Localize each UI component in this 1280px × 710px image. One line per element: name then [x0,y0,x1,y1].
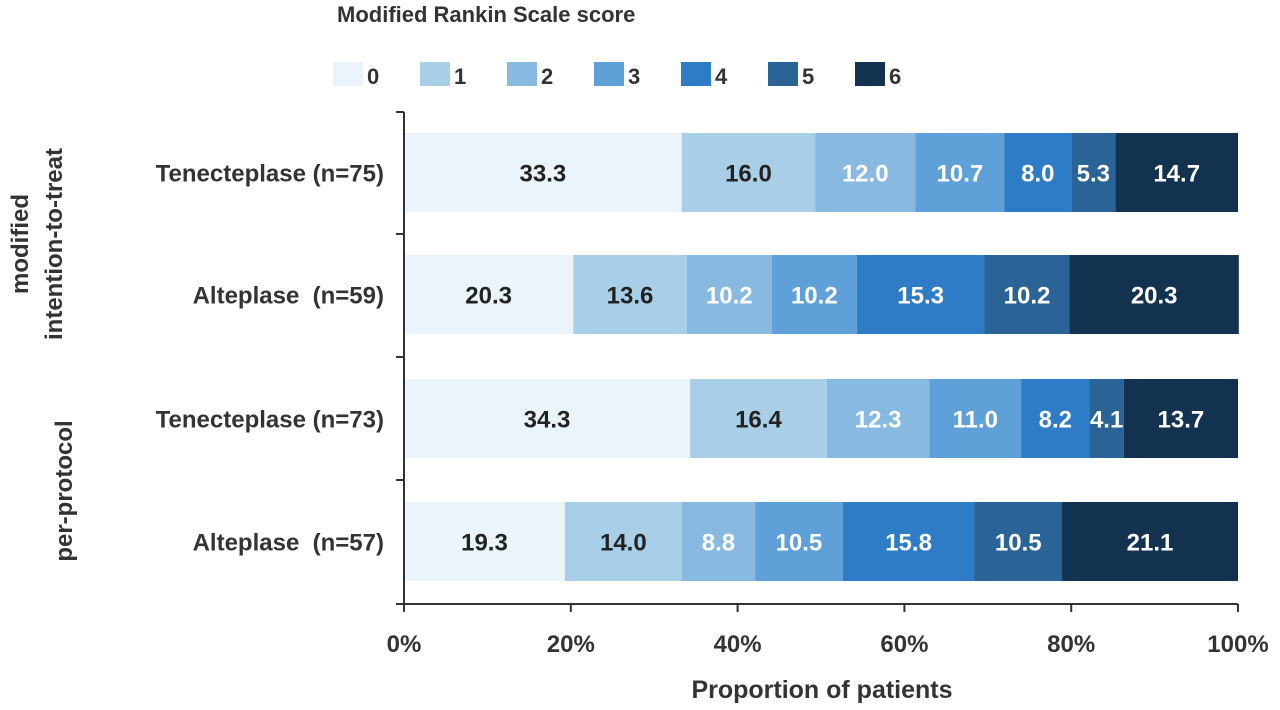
data-label: 20.3 [465,283,512,310]
x-tick-label: 60% [880,631,928,658]
data-label: 34.3 [524,407,571,434]
bar-segment [686,255,772,334]
data-label: 8.2 [1039,407,1072,434]
bar-segment [771,255,857,334]
bar-segment [404,133,682,212]
legend-swatch-4 [681,62,711,86]
group-label: intention-to-treat [41,148,68,340]
bar-segment [1089,379,1124,458]
legend-label-2: 2 [541,64,553,89]
bar-segment [573,255,687,334]
data-label: 10.5 [776,530,823,557]
data-label: 10.2 [706,283,753,310]
data-label: 14.7 [1153,161,1200,188]
legend-label-6: 6 [889,64,901,89]
bar-segment [1123,379,1238,458]
data-label: 5.3 [1077,161,1110,188]
data-label: 10.7 [937,161,984,188]
legend-label-0: 0 [367,64,379,89]
legend-swatch-5 [768,62,798,86]
legend-swatch-1 [420,62,450,86]
bar-segment [929,379,1022,458]
data-label: 10.5 [995,530,1042,557]
data-label: 16.0 [725,161,772,188]
bar-segment [856,255,985,334]
bar-segment [1069,255,1239,334]
data-label: 8.0 [1021,161,1054,188]
data-label: 33.3 [520,161,567,188]
data-label: 10.2 [1004,283,1051,310]
data-label: 10.2 [791,283,838,310]
data-label: 20.3 [1131,283,1178,310]
data-label: 4.1 [1090,407,1123,434]
bar-segment [984,255,1070,334]
x-tick-label: 40% [714,631,762,658]
bar-segment [690,379,827,458]
data-label: 14.0 [600,530,647,557]
legend-label-4: 4 [715,64,728,89]
data-label: 15.8 [885,530,932,557]
x-axis-title: Proportion of patients [691,676,952,704]
bar-segment [915,133,1005,212]
bar-segment [974,502,1063,581]
x-tick-label: 0% [387,631,422,658]
legend-swatch-3 [594,62,624,86]
legend-label-3: 3 [628,64,640,89]
legend-title: Modified Rankin Scale score [337,2,635,27]
legend-swatch-0 [333,62,363,86]
legend-swatch-6 [855,62,885,86]
category-label: Tenecteplase (n=73) [156,407,384,434]
group-label: per-protocol [51,420,78,561]
category-label: Tenecteplase (n=75) [156,161,384,188]
bar-segment [755,502,843,581]
axes: 0% 20% 40% 60% 80% 100% modified intention-to-t… [7,111,1269,658]
data-label: 12.3 [855,407,902,434]
bar-segment [404,502,565,581]
data-label: 15.3 [897,283,944,310]
bar-segment [815,133,916,212]
legend-label-1: 1 [454,64,466,89]
bar-segment [1021,379,1090,458]
bar-segment [842,502,975,581]
x-tick-label: 20% [547,631,595,658]
x-tick-label: 100% [1207,631,1268,658]
bar-segment [1115,133,1238,212]
data-label: 11.0 [953,407,998,434]
data-label: 13.6 [607,283,654,310]
data-label: 12.0 [842,161,889,188]
legend: 0 1 2 3 4 5 6 [333,62,901,89]
legend-swatch-2 [507,62,537,86]
plot-area: 33.3 16.0 12.0 10.7 8.0 5.3 14.7 Tenecteplase (… [156,133,1239,581]
bar-segment [681,502,756,581]
bar-segment [404,255,574,334]
bar-segment [826,379,930,458]
bar-segment [1004,133,1072,212]
bar-segment [1062,502,1238,581]
category-label: Alteplase (n=59) [193,283,384,310]
category-label: Alteplase (n=57) [193,530,384,557]
data-label: 8.8 [702,530,735,557]
data-label: 21.1 [1127,530,1174,557]
data-label: 13.7 [1158,407,1205,434]
legend-label-5: 5 [802,64,814,89]
group-label: modified [7,194,34,294]
data-label: 16.4 [735,407,782,434]
x-tick-label: 80% [1047,631,1095,658]
bar-segment [1071,133,1116,212]
bar-segment [404,379,691,458]
bar-segment [681,133,816,212]
data-label: 19.3 [461,530,508,557]
bar-segment [564,502,682,581]
